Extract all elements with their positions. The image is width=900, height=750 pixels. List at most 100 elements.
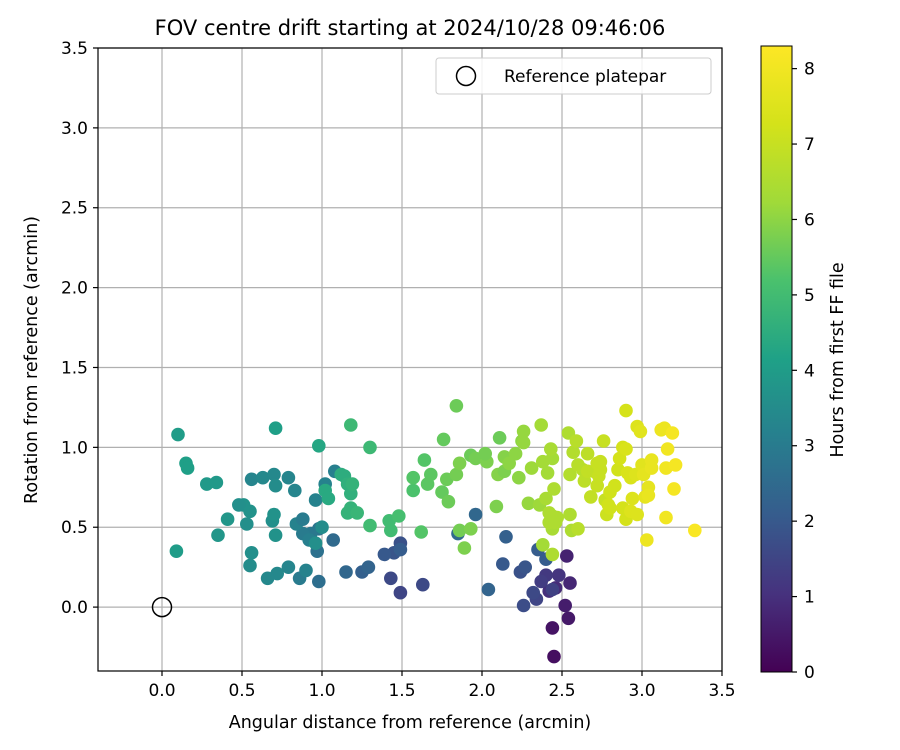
- data-point: [580, 446, 595, 461]
- data-point: [596, 434, 611, 448]
- reference-platepar-marker: [151, 596, 173, 618]
- y-axis-label: Rotation from reference (arcmin): [22, 216, 42, 504]
- data-point: [660, 442, 675, 456]
- data-point: [540, 466, 555, 480]
- data-point: [496, 557, 510, 571]
- data-point: [392, 509, 406, 523]
- data-point: [524, 461, 539, 475]
- data-point: [180, 461, 195, 475]
- data-point: [393, 585, 408, 600]
- data-point: [240, 517, 254, 531]
- y-tick-label: 1.0: [61, 438, 88, 458]
- data-point: [414, 525, 429, 539]
- data-point: [312, 439, 326, 453]
- data-point: [211, 528, 225, 542]
- x-tick-label: 2.5: [548, 681, 575, 701]
- y-tick-label: 3.5: [61, 39, 88, 59]
- legend-box: [435, 57, 712, 95]
- x-tick-label: 2.0: [468, 681, 495, 701]
- data-point: [406, 470, 421, 485]
- data-point: [502, 456, 516, 471]
- data-point: [518, 560, 532, 574]
- data-point: [625, 491, 640, 506]
- data-point: [534, 418, 548, 432]
- y-tick-label: 1.5: [61, 358, 88, 378]
- y-tick-label: 2.5: [61, 199, 88, 219]
- data-point: [492, 431, 507, 445]
- data-point: [499, 530, 513, 544]
- data-point: [516, 598, 531, 613]
- data-point: [688, 523, 702, 538]
- data-point: [435, 485, 449, 499]
- data-point: [268, 478, 283, 493]
- x-tick-label: 3.0: [628, 681, 655, 701]
- data-point: [209, 475, 224, 490]
- data-point: [545, 621, 560, 635]
- data-point: [563, 467, 577, 482]
- x-tick-label: 3.5: [708, 681, 735, 701]
- data-point: [326, 533, 341, 547]
- data-point: [561, 611, 576, 626]
- data-point: [489, 499, 504, 514]
- y-tick-label: 3.0: [61, 119, 88, 139]
- axis-ticks: 0.0 0.5 1.0 1.5 2.0 2.5 3.0 3.5 0.0 0.5 1.0 1.5 2.0 2…: [61, 39, 736, 701]
- data-point: [464, 522, 478, 536]
- gridlines: [98, 47, 723, 671]
- x-tick-label: 0.0: [148, 681, 175, 701]
- data-point: [619, 403, 633, 418]
- plot-frame: [97, 47, 723, 672]
- data-point: [220, 512, 235, 526]
- data-point: [171, 427, 185, 442]
- colorbar-tick-label: 2: [804, 512, 815, 532]
- data-point: [667, 482, 681, 496]
- data-point: [552, 568, 566, 582]
- colorbar-label: Hours from first FF file: [828, 262, 848, 457]
- data-point: [640, 533, 654, 547]
- data-point: [406, 483, 421, 498]
- x-tick-label: 1.5: [388, 681, 415, 701]
- legend: Reference platepar: [435, 57, 712, 95]
- colorbar-tick-label: 1: [804, 588, 815, 608]
- data-point: [416, 577, 430, 592]
- data-point: [593, 454, 608, 469]
- colorbar-ticks: 0 1 2 3 4 5 6 7 8: [792, 60, 815, 683]
- data-point: [244, 472, 259, 487]
- data-point: [544, 442, 558, 456]
- data-point: [545, 547, 560, 562]
- data-point: [633, 424, 648, 439]
- data-point: [521, 496, 536, 511]
- data-point: [665, 426, 680, 440]
- data-point: [384, 571, 398, 586]
- data-point: [644, 461, 659, 475]
- data-point: [268, 421, 283, 436]
- colorbar-tick-label: 6: [804, 210, 815, 230]
- colorbar-tick-label: 3: [804, 437, 815, 457]
- x-tick-label: 0.5: [228, 681, 255, 701]
- data-point: [377, 547, 392, 562]
- data-point: [288, 483, 302, 498]
- data-point: [468, 507, 483, 522]
- data-point: [417, 453, 432, 467]
- data-point: [481, 582, 496, 597]
- y-tick-label: 0.0: [61, 598, 88, 618]
- data-point: [457, 541, 472, 555]
- data-point: [232, 498, 246, 512]
- data-point: [339, 565, 353, 579]
- y-tick-label: 2.0: [61, 279, 88, 299]
- data-point: [393, 542, 408, 557]
- data-point: [449, 467, 464, 482]
- data-point: [321, 491, 336, 506]
- data-point: [569, 434, 584, 448]
- data-point: [255, 470, 270, 485]
- data-point: [547, 482, 561, 496]
- colorbar-tick-label: 4: [804, 361, 815, 381]
- legend-entry: Reference platepar: [504, 67, 666, 87]
- colorbar: 0 1 2 3 4 5 6 7 8 Hours from first FF file: [760, 45, 848, 683]
- data-point: [619, 442, 633, 456]
- data-point: [526, 585, 540, 600]
- colorbar-tick-label: 7: [804, 135, 815, 155]
- data-point: [548, 515, 563, 530]
- data-point: [539, 491, 553, 506]
- data-point: [436, 432, 451, 447]
- y-tick-label: 0.5: [61, 518, 88, 538]
